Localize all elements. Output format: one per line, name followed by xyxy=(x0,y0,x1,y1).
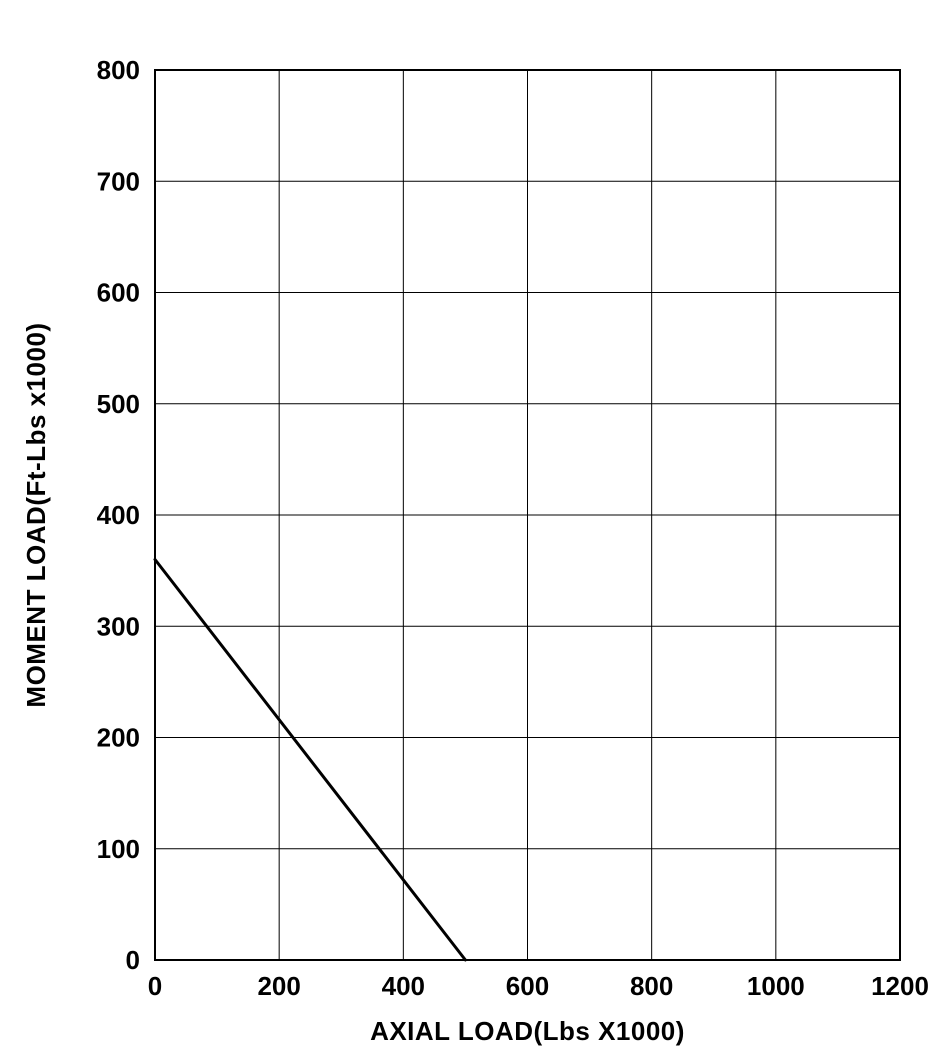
y-tick-label: 300 xyxy=(97,611,140,641)
x-tick-label: 200 xyxy=(257,971,300,1001)
y-tick-label: 700 xyxy=(97,166,140,196)
y-tick-label: 200 xyxy=(97,723,140,753)
x-tick-label: 800 xyxy=(630,971,673,1001)
x-tick-label: 400 xyxy=(382,971,425,1001)
x-tick-label: 600 xyxy=(506,971,549,1001)
x-tick-label: 0 xyxy=(148,971,162,1001)
x-tick-label: 1200 xyxy=(871,971,929,1001)
y-tick-label: 500 xyxy=(97,389,140,419)
y-axis-label: MOMENT LOAD(Ft-Lbs x1000) xyxy=(21,322,51,707)
y-tick-label: 100 xyxy=(97,834,140,864)
y-tick-label: 600 xyxy=(97,278,140,308)
y-tick-label: 800 xyxy=(97,55,140,85)
x-axis-label: AXIAL LOAD(Lbs X1000) xyxy=(370,1016,685,1046)
y-tick-label: 0 xyxy=(126,945,140,975)
x-tick-label: 1000 xyxy=(747,971,805,1001)
load-chart: 0 200 400 600 800 1000 1200 0 100 200 300 400 500 600… xyxy=(0,0,946,1062)
y-tick-label: 400 xyxy=(97,500,140,530)
